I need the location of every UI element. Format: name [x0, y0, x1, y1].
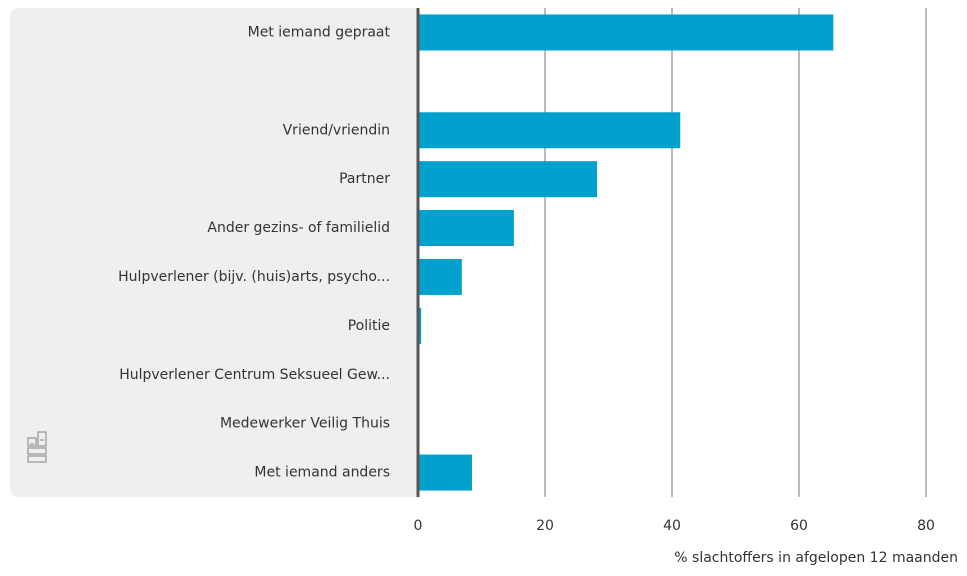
bar [418, 112, 681, 149]
bar [418, 454, 472, 491]
y-tick-label: Met iemand gepraat [248, 24, 391, 40]
bar [418, 161, 598, 198]
y-tick-label: Politie [348, 318, 390, 334]
bar [418, 307, 422, 344]
y-tick-label: Ander gezins- of familielid [207, 220, 390, 236]
y-tick-label: Hulpverlener (bijv. (huis)arts, psycho..… [118, 269, 390, 285]
x-tick-label: 80 [917, 518, 935, 534]
label-panel [10, 8, 430, 497]
x-tick-label: 20 [536, 518, 554, 534]
plot-area [418, 8, 967, 497]
bar [418, 14, 834, 51]
bar [418, 258, 462, 295]
y-tick-label: Met iemand anders [254, 465, 390, 481]
y-tick-label: Medewerker Veilig Thuis [220, 416, 390, 432]
x-tick-label: 40 [663, 518, 681, 534]
y-tick-label: Vriend/vriendin [283, 122, 390, 138]
x-tick-label: 60 [790, 518, 808, 534]
x-tick-label: 0 [414, 518, 423, 534]
x-axis-label: % slachtoffers in afgelopen 12 maanden [674, 550, 958, 566]
y-tick-label: Partner [339, 171, 390, 187]
logo [27, 431, 47, 463]
bar [418, 210, 514, 247]
y-tick-label: Hulpverlener Centrum Seksueel Gew... [119, 367, 390, 383]
